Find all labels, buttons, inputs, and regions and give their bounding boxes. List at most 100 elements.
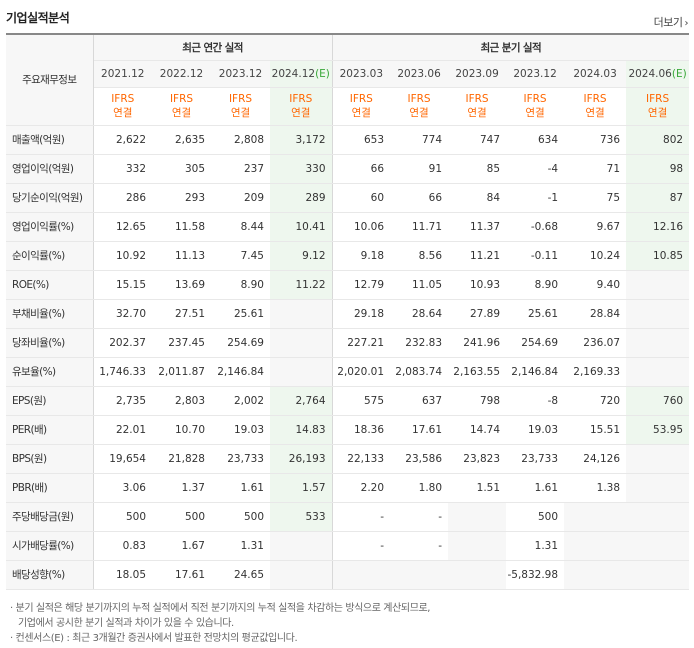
table-row: BPS(원) 19,654 21,828 23,733 26,193 22,133 23,5… <box>6 444 690 474</box>
table-row: 당기순이익(억원) 286 293 209 289 60 66 84 -1 75 87 <box>6 183 690 213</box>
table-cell: 12.16 <box>626 211 690 242</box>
table-cell: 736 <box>564 125 627 155</box>
table-cell: 29.18 <box>332 299 391 329</box>
table-cell: 332 <box>93 154 152 184</box>
table-cell: 18.36 <box>332 415 391 445</box>
table-cell <box>564 531 627 561</box>
more-label: 더보기 <box>653 16 683 29</box>
table-cell: 3.06 <box>93 473 152 503</box>
row-label: 당좌비율(%) <box>6 328 94 358</box>
table-row: 영업이익(억원) 332 305 237 330 66 91 85 -4 71 98 <box>6 154 690 184</box>
row-label: 시가배당률(%) <box>6 531 94 561</box>
table-row: 매출액(억원) 2,622 2,635 2,808 3,172 653 774 747 634 7… <box>6 125 690 155</box>
period-header: 2022.12 <box>152 60 211 88</box>
table-cell: - <box>390 501 449 532</box>
table-cell: 500 <box>93 501 152 532</box>
table-cell: 227.21 <box>332 328 391 358</box>
table-cell: -8 <box>506 385 565 416</box>
more-link[interactable]: 더보기 › <box>653 14 689 30</box>
table-cell: 19.03 <box>506 415 565 445</box>
table-row: PBR(배) 3.06 1.37 1.61 1.57 2.20 1.80 1.51 1.61 1.… <box>6 473 690 503</box>
table-cell: 12.65 <box>93 211 152 242</box>
table-row: ROE(%) 15.15 13.69 8.90 11.22 12.79 11.05 10.93… <box>6 270 690 300</box>
table-cell: 10.06 <box>332 211 391 242</box>
table-cell: 2,764 <box>270 385 333 416</box>
table-cell <box>270 328 333 358</box>
table-cell: - <box>332 531 391 561</box>
row-label: 부채비율(%) <box>6 299 94 329</box>
table-cell: 10.70 <box>152 415 211 445</box>
table-cell: 22,133 <box>332 444 391 474</box>
table-cell: 500 <box>211 501 270 532</box>
table-cell: 2,163.55 <box>448 357 507 387</box>
table-cell: 289 <box>270 183 333 213</box>
table-cell: 12.79 <box>332 270 391 300</box>
table-row: EPS(원) 2,735 2,803 2,002 2,764 575 637 798 -8 720… <box>6 385 690 416</box>
row-label: EPS(원) <box>6 385 94 416</box>
table-cell: 637 <box>390 385 449 416</box>
table-cell <box>390 560 449 590</box>
period-header: 2023.03 <box>332 60 391 88</box>
table-cell: 28.64 <box>390 299 449 329</box>
table-cell: 9.12 <box>270 241 333 271</box>
table-cell: 8.44 <box>211 211 270 242</box>
table-cell: 10.24 <box>564 241 627 271</box>
row-label: 주당배당금(원) <box>6 501 94 532</box>
row-label: 영업이익(억원) <box>6 154 94 184</box>
table-cell: 11.71 <box>390 211 449 242</box>
table-cell: 293 <box>152 183 211 213</box>
table-cell: 66 <box>332 154 391 184</box>
table-cell: 2,803 <box>152 385 211 416</box>
table-cell: 23,823 <box>448 444 507 474</box>
table-cell: 0.83 <box>93 531 152 561</box>
table-cell: -1 <box>506 183 565 213</box>
table-cell: 2,622 <box>93 125 152 155</box>
table-row: 영업이익률(%) 12.65 11.58 8.44 10.41 10.06 11.71 11.… <box>6 211 690 242</box>
table-cell: 1.37 <box>152 473 211 503</box>
table-cell: 760 <box>626 385 690 416</box>
table-cell: 241.96 <box>448 328 507 358</box>
table-cell: 3,172 <box>270 125 333 155</box>
table-cell: 747 <box>448 125 507 155</box>
table-cell: 60 <box>332 183 391 213</box>
ifrs-label: IFRS 연결 <box>448 87 507 126</box>
row-label: ROE(%) <box>6 270 94 300</box>
table-cell: 98 <box>626 154 690 184</box>
table-cell: 27.89 <box>448 299 507 329</box>
table-cell: 2,169.33 <box>564 357 627 387</box>
table-cell: 2,146.84 <box>211 357 270 387</box>
table-cell <box>626 357 690 387</box>
table-cell: 7.45 <box>211 241 270 271</box>
table-cell: 2,808 <box>211 125 270 155</box>
table-row: 순이익률(%) 10.92 11.13 7.45 9.12 9.18 8.56 11.21 -0… <box>6 241 690 271</box>
estimate-mark: (E) <box>671 67 687 80</box>
table-cell: 8.90 <box>211 270 270 300</box>
table-cell: 1.51 <box>448 473 507 503</box>
table-cell: 330 <box>270 154 333 184</box>
row-label: 배당성향(%) <box>6 560 94 590</box>
table-cell: 27.51 <box>152 299 211 329</box>
table-cell: 305 <box>152 154 211 184</box>
period-header: 2023.06 <box>390 60 449 88</box>
estimate-mark: (E) <box>315 67 330 80</box>
table-cell <box>564 501 627 532</box>
table-cell: 10.92 <box>93 241 152 271</box>
table-cell <box>270 531 333 561</box>
table-cell: 53.95 <box>626 415 690 445</box>
table-cell: 15.51 <box>564 415 627 445</box>
table-cell: 720 <box>564 385 627 416</box>
ifrs-label: IFRS 연결 <box>211 87 270 126</box>
row-label: 유보율(%) <box>6 357 94 387</box>
section-title: 기업실적분석 <box>6 11 70 25</box>
table-cell: 11.05 <box>390 270 449 300</box>
table-cell <box>626 444 690 474</box>
table-cell: -5,832.98 <box>506 560 565 590</box>
table-cell: 202.37 <box>93 328 152 358</box>
ifrs-label: IFRS 연결 <box>390 87 449 126</box>
table-cell: 2,635 <box>152 125 211 155</box>
table-cell: 8.90 <box>506 270 565 300</box>
table-cell: 11.37 <box>448 211 507 242</box>
table-cell: 26,193 <box>270 444 333 474</box>
table-row: 부채비율(%) 32.70 27.51 25.61 29.18 28.64 27.89 25.… <box>6 299 690 329</box>
table-cell: 10.93 <box>448 270 507 300</box>
